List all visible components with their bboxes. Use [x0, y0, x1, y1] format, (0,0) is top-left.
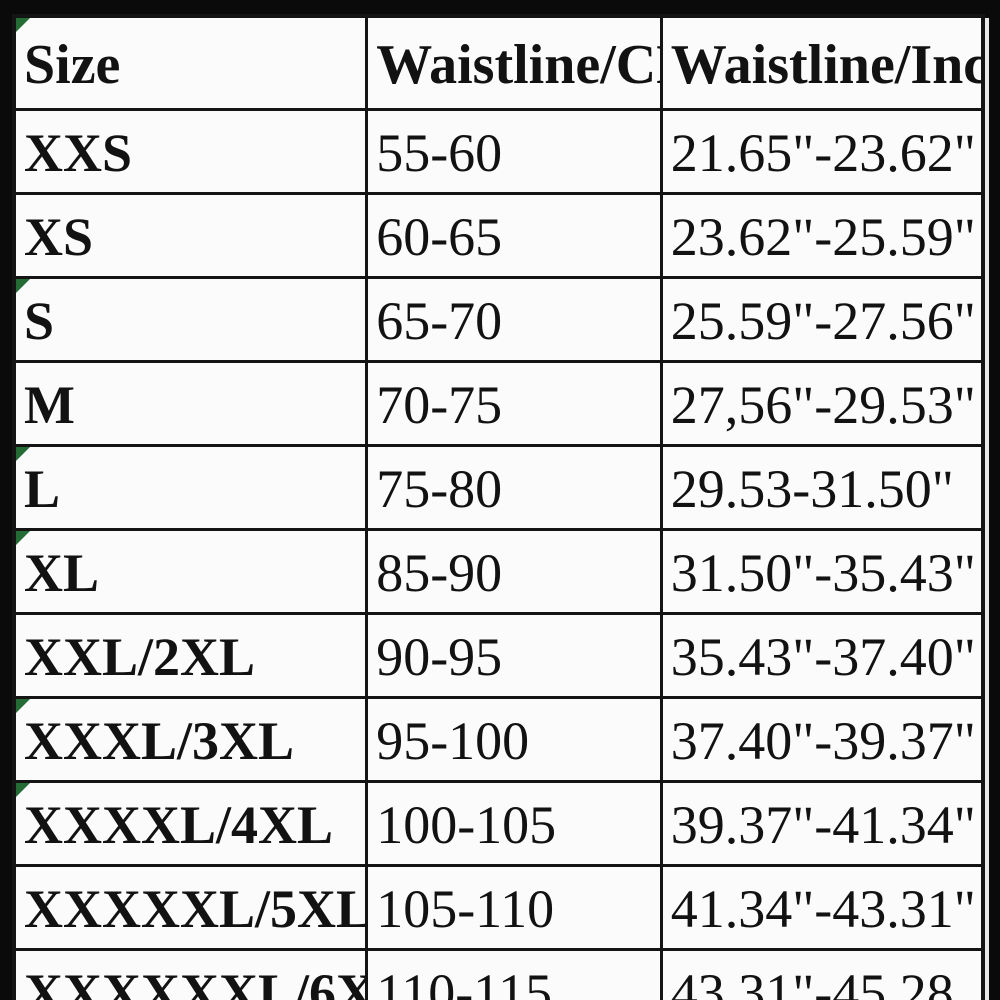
waistline-cm-value: 75-80 — [376, 459, 503, 520]
table-row: XXXXXXL/6XL 110-115 43.31"-45.28 — [12, 948, 985, 1000]
waistline-cm-value: 65-70 — [376, 291, 503, 352]
waistline-cm-cell: 75-80 — [365, 444, 663, 531]
waistline-cm-cell: 70-75 — [365, 360, 663, 447]
table-row: XXL/2XL 90-95 35.43"-37.40" — [12, 612, 985, 699]
size-cell: XXXXL/4XL — [12, 780, 369, 867]
table-row: XXS 55-60 21.65"-23.62" — [12, 108, 985, 195]
waistline-cm-cell: 110-115 — [365, 948, 663, 1000]
waistline-inch-cell: 21.65"-23.62" — [659, 108, 985, 195]
waistline-inch-value: 37.40"-39.37" — [670, 711, 976, 772]
cell-error-marker-icon — [16, 532, 30, 545]
waistline-inch-cell: 31.50"-35.43" — [659, 528, 985, 615]
size-value: XXL/2XL — [24, 627, 256, 688]
waistline-cm-cell: 100-105 — [365, 780, 663, 867]
waistline-inch-cell: 25.59"-27.56" — [659, 276, 985, 363]
waistline-inch-cell: 23.62"-25.59" — [659, 192, 985, 279]
waistline-inch-cell: 29.53-31.50" — [659, 444, 985, 531]
header-cell-waistline-cm: Waistline/CM — [365, 14, 663, 111]
size-cell: XS — [12, 192, 369, 279]
waistline-cm-value: 100-105 — [376, 795, 557, 856]
size-cell: L — [12, 444, 369, 531]
waistline-inch-value: 31.50"-35.43" — [670, 543, 976, 604]
waistline-cm-value: 105-110 — [376, 879, 555, 940]
waistline-inch-value: 25.59"-27.56" — [670, 291, 976, 352]
waistline-cm-cell: 95-100 — [365, 696, 663, 783]
table-row: XXXL/3XL 95-100 37.40"-39.37" — [12, 696, 985, 783]
waistline-inch-cell: 37.40"-39.37" — [659, 696, 985, 783]
size-cell: XXXXXXL/6XL — [12, 948, 369, 1000]
waistline-cm-cell: 90-95 — [365, 612, 663, 699]
table-row: L 75-80 29.53-31.50" — [12, 444, 985, 531]
cell-error-marker-icon — [16, 448, 30, 461]
waistline-cm-value: 60-65 — [376, 207, 503, 268]
size-cell: S — [12, 276, 369, 363]
waistline-inch-value: 43.31"-45.28 — [670, 963, 954, 1000]
waistline-cm-value: 85-90 — [376, 543, 503, 604]
cell-error-marker-icon — [16, 700, 30, 713]
waistline-inch-value: 21.65"-23.62" — [670, 123, 976, 184]
waistline-cm-value: 90-95 — [376, 627, 503, 688]
waistline-inch-value: 27,56"-29.53" — [670, 375, 976, 436]
waistline-cm-cell: 85-90 — [365, 528, 663, 615]
size-value: XXXXXL/5XL — [24, 879, 367, 940]
waistline-cm-cell: 105-110 — [365, 864, 663, 951]
waistline-inch-cell: 41.34"-43.31" — [659, 864, 985, 951]
waistline-cm-value: 110-115 — [376, 963, 553, 1000]
size-cell: XL — [12, 528, 369, 615]
waistline-inch-cell: 35.43"-37.40" — [659, 612, 985, 699]
header-label-waistline-inch: Waistline/Inch — [670, 33, 980, 96]
table-row: XXXXL/4XL 100-105 39.37"-41.34" — [12, 780, 985, 867]
waistline-inch-cell: 39.37"-41.34" — [659, 780, 985, 867]
size-cell: XXXXXL/5XL — [12, 864, 369, 951]
header-cell-size: Size — [12, 14, 369, 111]
header-row: Size Waistline/CM Waistline/Inch — [12, 14, 985, 111]
table-row: XS 60-65 23.62"-25.59" — [12, 192, 985, 279]
header-cell-waistline-inch: Waistline/Inch — [659, 14, 985, 111]
size-value: XXS — [24, 123, 133, 184]
waistline-cm-value: 95-100 — [376, 711, 530, 772]
waistline-cm-cell: 65-70 — [365, 276, 663, 363]
size-value: XS — [24, 207, 94, 268]
waistline-cm-value: 70-75 — [376, 375, 503, 436]
size-cell: XXL/2XL — [12, 612, 369, 699]
waistline-cm-value: 55-60 — [376, 123, 503, 184]
size-cell: XXS — [12, 108, 369, 195]
size-value: S — [24, 291, 55, 352]
size-cell: M — [12, 360, 369, 447]
header-label-size: Size — [24, 33, 121, 96]
size-value: XXXXL/4XL — [24, 795, 334, 856]
waistline-inch-value: 29.53-31.50" — [670, 459, 954, 520]
waistline-inch-value: 35.43"-37.40" — [670, 627, 976, 688]
cell-error-marker-icon — [16, 280, 30, 293]
size-cell: XXXL/3XL — [12, 696, 369, 783]
waistline-inch-cell: 43.31"-45.28 — [659, 948, 985, 1000]
table-row: XXXXXL/5XL 105-110 41.34"-43.31" — [12, 864, 985, 951]
table-row: XL 85-90 31.50"-35.43" — [12, 528, 985, 615]
table-row: M 70-75 27,56"-29.53" — [12, 360, 985, 447]
waistline-cm-cell: 55-60 — [365, 108, 663, 195]
size-chart-table: Size Waistline/CM Waistline/Inch XXS 55-… — [12, 14, 985, 1000]
table-row: S 65-70 25.59"-27.56" — [12, 276, 985, 363]
header-label-waistline-cm: Waistline/CM — [376, 33, 658, 96]
size-value: L — [24, 459, 61, 520]
waistline-inch-cell: 27,56"-29.53" — [659, 360, 985, 447]
cell-error-marker-icon — [16, 18, 30, 32]
size-value: XXXXXXL/6XL — [24, 963, 364, 1000]
waistline-inch-value: 39.37"-41.34" — [670, 795, 976, 856]
size-value: XL — [24, 543, 100, 604]
waistline-inch-value: 23.62"-25.59" — [670, 207, 976, 268]
waistline-cm-cell: 60-65 — [365, 192, 663, 279]
size-value: XXXL/3XL — [24, 711, 295, 772]
size-value: M — [24, 375, 75, 436]
cell-error-marker-icon — [16, 784, 30, 797]
waistline-inch-value: 41.34"-43.31" — [670, 879, 976, 940]
